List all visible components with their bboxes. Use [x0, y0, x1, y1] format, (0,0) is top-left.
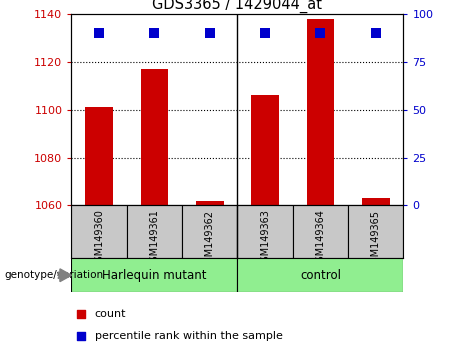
Point — [372, 30, 379, 36]
Text: GSM149363: GSM149363 — [260, 210, 270, 268]
Bar — [307, 19, 334, 205]
Bar — [251, 96, 279, 205]
Point — [261, 30, 269, 36]
Point — [95, 30, 103, 36]
Point — [151, 30, 158, 36]
Bar — [141, 69, 168, 205]
Text: GSM149360: GSM149360 — [94, 210, 104, 268]
Point — [206, 30, 213, 36]
Title: GDS3365 / 1429044_at: GDS3365 / 1429044_at — [153, 0, 322, 13]
Text: GSM149362: GSM149362 — [205, 210, 215, 269]
Bar — [362, 198, 390, 205]
Point — [78, 333, 85, 339]
Text: control: control — [300, 269, 341, 282]
Bar — [71, 205, 127, 258]
Text: count: count — [95, 308, 126, 319]
Text: GSM149364: GSM149364 — [315, 210, 325, 268]
Text: percentile rank within the sample: percentile rank within the sample — [95, 331, 283, 341]
Bar — [293, 205, 348, 258]
Bar — [196, 201, 224, 205]
Point — [78, 311, 85, 316]
Text: Harlequin mutant: Harlequin mutant — [102, 269, 207, 282]
Bar — [348, 205, 403, 258]
Bar — [127, 205, 182, 258]
Bar — [85, 107, 113, 205]
Text: GSM149365: GSM149365 — [371, 210, 381, 269]
Bar — [237, 258, 403, 292]
Polygon shape — [60, 269, 71, 282]
Bar — [237, 205, 293, 258]
Text: GSM149361: GSM149361 — [149, 210, 160, 268]
Text: genotype/variation: genotype/variation — [5, 270, 104, 280]
Point — [317, 30, 324, 36]
Bar — [71, 258, 237, 292]
Bar — [182, 205, 237, 258]
